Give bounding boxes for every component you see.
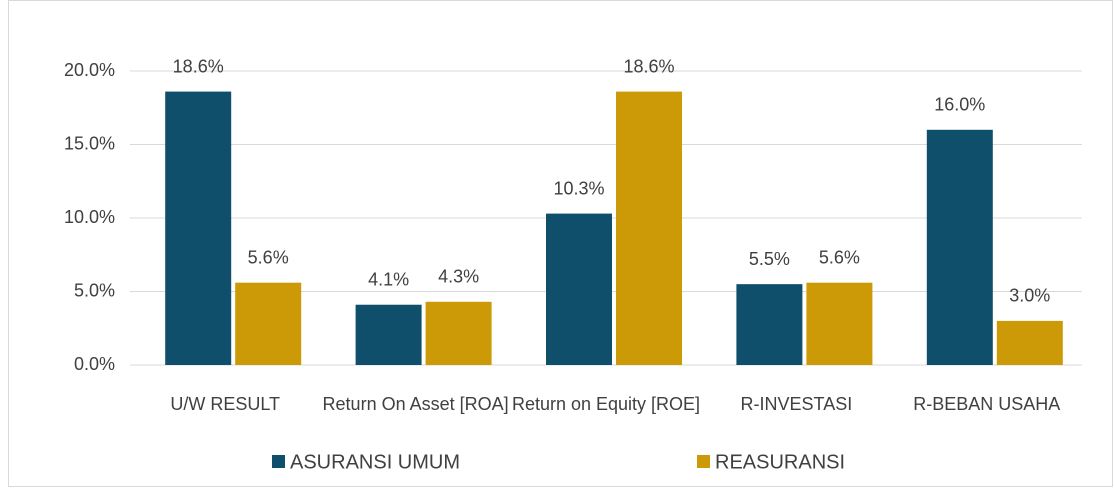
data-label: 4.1% (368, 269, 409, 289)
data-label: 3.0% (1009, 286, 1050, 306)
bar (616, 91, 682, 365)
y-tick-label: 0.0% (74, 354, 115, 374)
x-tick-label: U/W RESULT (170, 394, 281, 414)
x-tick-label: R-INVESTASI (740, 394, 853, 414)
x-tick-label: Return On Asset [ROA] (322, 394, 509, 414)
y-tick-label: 15.0% (64, 133, 115, 153)
chart-border (8, 0, 1113, 487)
legend-swatch (272, 455, 285, 468)
data-label: 16.0% (934, 95, 985, 115)
legend-swatch (697, 455, 710, 468)
bar (235, 282, 302, 365)
x-tick-label: Return on Equity [ROE] (511, 394, 701, 414)
y-tick-label: 10.0% (64, 207, 115, 227)
data-label: 5.6% (248, 247, 289, 267)
data-label: 18.6% (623, 56, 674, 76)
bar (425, 301, 492, 365)
y-tick-label: 5.0% (74, 280, 115, 300)
bar (926, 129, 993, 365)
bar (806, 282, 873, 365)
data-label: 18.6% (173, 56, 224, 76)
legend-label: ASURANSI UMUM (290, 451, 460, 473)
data-label: 4.3% (438, 267, 479, 287)
y-tick-label: 20.0% (64, 60, 115, 80)
bar (355, 304, 422, 365)
legend-label: REASURANSI (715, 451, 845, 473)
data-label: 5.6% (819, 247, 860, 267)
bar (996, 320, 1063, 365)
data-label: 5.5% (749, 249, 790, 269)
data-label: 10.3% (553, 178, 604, 198)
x-tick-label: R-BEBAN USAHA (913, 394, 1061, 414)
bar (165, 91, 232, 365)
bar (546, 213, 612, 365)
bar (736, 284, 803, 365)
